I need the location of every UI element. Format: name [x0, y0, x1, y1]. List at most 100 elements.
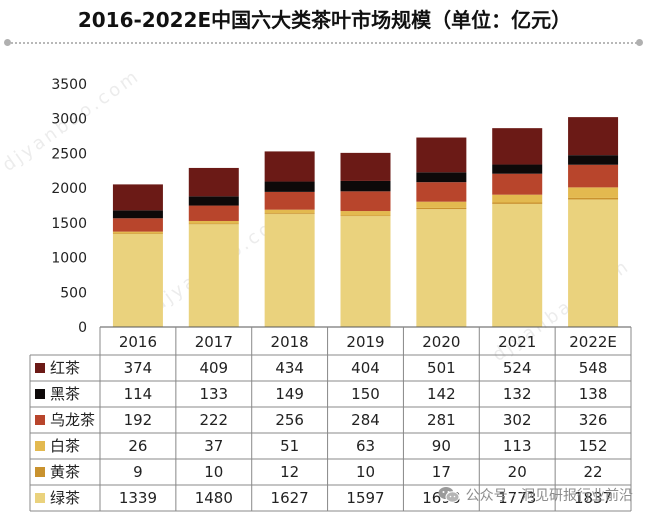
- data-label: 1627: [271, 489, 309, 507]
- data-label: 17: [432, 463, 451, 481]
- footer-text: 公众号 · 洞见研报行业前沿: [465, 488, 633, 504]
- data-label: 20: [508, 463, 527, 481]
- data-label: 10: [356, 463, 375, 481]
- data-label: 9: [133, 463, 143, 481]
- data-label: 256: [275, 411, 304, 429]
- bar-segment: [264, 151, 315, 182]
- bar-segment: [416, 182, 467, 202]
- data-label: 281: [427, 411, 456, 429]
- bar-segment: [340, 211, 391, 216]
- legend-swatch: [35, 467, 45, 477]
- data-label: 12: [280, 463, 299, 481]
- y-tick-label: 1000: [51, 251, 87, 267]
- bar-segment: [340, 152, 391, 181]
- y-tick-label: 0: [78, 320, 87, 336]
- legend-swatch: [35, 415, 45, 425]
- bar-segment: [264, 214, 315, 327]
- bar-segment: [492, 128, 543, 165]
- bar-segment: [416, 137, 467, 173]
- legend-label: 白茶: [50, 437, 80, 455]
- bar-segment: [112, 234, 163, 327]
- x-tick-label: 2021: [498, 333, 536, 351]
- data-label: 152: [579, 437, 608, 455]
- data-label: 113: [503, 437, 532, 455]
- data-label: 222: [199, 411, 228, 429]
- bar-segment: [264, 209, 315, 214]
- bar-segment: [112, 184, 163, 211]
- data-label: 434: [275, 359, 304, 377]
- data-label: 149: [275, 385, 304, 403]
- data-label: 1597: [346, 489, 384, 507]
- bar-segment: [188, 205, 239, 221]
- bar-segment: [492, 173, 543, 195]
- legend-label: 黑茶: [50, 385, 80, 403]
- bar-segment: [188, 224, 239, 327]
- x-tick-label: 2019: [346, 333, 384, 351]
- title-divider: [8, 42, 640, 44]
- x-tick-label: 2016: [119, 333, 157, 351]
- bar-segment: [188, 167, 239, 197]
- y-tick-label: 2000: [51, 181, 87, 197]
- bar-segment: [568, 199, 619, 327]
- bar-segment: [112, 231, 163, 234]
- data-label: 524: [503, 359, 532, 377]
- bar-segment: [568, 187, 619, 198]
- bar-segment: [492, 202, 543, 204]
- divider-dot-right: [636, 39, 643, 46]
- x-tick-label: 2018: [271, 333, 309, 351]
- bar-segment: [188, 220, 239, 224]
- bar-segment: [112, 210, 163, 219]
- bar-segment: [188, 223, 239, 225]
- wechat-icon: [438, 487, 460, 503]
- bar-segment: [568, 197, 619, 200]
- data-label: 138: [579, 385, 608, 403]
- divider-dot-left: [4, 39, 11, 46]
- bar-segment: [492, 164, 543, 174]
- legend-swatch: [35, 441, 45, 451]
- data-label: 1339: [119, 489, 157, 507]
- data-label: 150: [351, 385, 380, 403]
- bar-segment: [264, 181, 315, 192]
- bar-segment: [416, 201, 467, 208]
- data-label: 10: [204, 463, 223, 481]
- data-label: 114: [124, 385, 153, 403]
- data-label: 133: [199, 385, 228, 403]
- bar-segment: [112, 218, 163, 232]
- legend-swatch: [35, 363, 45, 373]
- bar-segment: [568, 164, 619, 188]
- y-tick-label: 3500: [51, 77, 87, 93]
- data-label: 501: [427, 359, 456, 377]
- bar-segment: [188, 196, 239, 206]
- legend-label: 乌龙茶: [50, 411, 95, 429]
- y-tick-label: 1500: [51, 216, 87, 232]
- footer-source: 公众号 · 洞见研报行业前沿: [438, 485, 633, 505]
- data-label: 22: [584, 463, 603, 481]
- data-label: 1480: [195, 489, 233, 507]
- legend-swatch: [35, 493, 45, 503]
- x-tick-label: 2022E: [569, 333, 617, 351]
- bar-segment: [416, 207, 467, 210]
- data-label: 404: [351, 359, 380, 377]
- legend-label: 红茶: [50, 359, 80, 377]
- data-label: 302: [503, 411, 532, 429]
- data-label: 409: [199, 359, 228, 377]
- chart-title: 2016-2022E中国六大类茶叶市场规模（单位：亿元）: [77, 8, 572, 32]
- data-label: 374: [124, 359, 153, 377]
- data-label: 37: [204, 437, 223, 455]
- data-label: 26: [128, 437, 147, 455]
- bar-segment: [492, 203, 543, 327]
- data-label: 142: [427, 385, 456, 403]
- bar-segment: [492, 194, 543, 203]
- data-label: 132: [503, 385, 532, 403]
- data-label: 90: [432, 437, 451, 455]
- bar-segment: [340, 191, 391, 212]
- bar-segment: [416, 172, 467, 183]
- data-label: 1837: [574, 489, 612, 507]
- bar-segment: [340, 180, 391, 192]
- data-label: 63: [356, 437, 375, 455]
- bar-segment: [568, 117, 619, 156]
- legend-label: 绿茶: [50, 489, 80, 507]
- bar-segment: [416, 209, 467, 327]
- x-tick-label: 2020: [422, 333, 460, 351]
